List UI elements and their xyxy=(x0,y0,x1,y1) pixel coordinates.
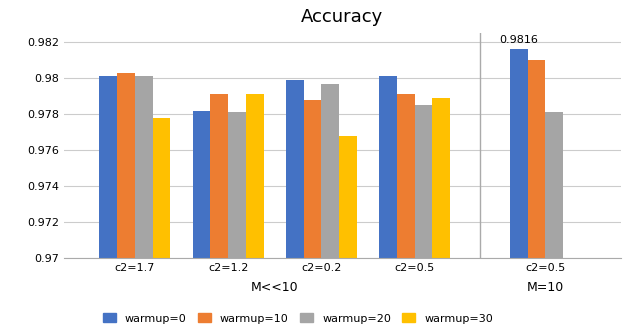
Bar xyxy=(415,105,433,331)
Bar xyxy=(527,60,545,331)
Bar xyxy=(193,111,211,331)
Text: M=10: M=10 xyxy=(527,281,564,294)
Bar xyxy=(304,100,321,331)
Bar xyxy=(117,73,135,331)
Bar xyxy=(321,83,339,331)
Legend: warmup=0, warmup=10, warmup=20, warmup=30: warmup=0, warmup=10, warmup=20, warmup=3… xyxy=(102,313,493,324)
Bar xyxy=(433,98,450,331)
Title: Accuracy: Accuracy xyxy=(301,8,383,26)
Bar xyxy=(152,118,170,331)
Text: 0.9816: 0.9816 xyxy=(499,35,538,45)
Bar xyxy=(99,76,117,331)
Bar xyxy=(339,136,357,331)
Bar xyxy=(135,76,152,331)
Bar xyxy=(510,49,527,331)
Bar xyxy=(211,94,228,331)
Bar xyxy=(286,80,304,331)
Text: M<<10: M<<10 xyxy=(251,281,299,294)
Bar xyxy=(380,76,397,331)
Bar xyxy=(397,94,415,331)
Bar xyxy=(228,112,246,331)
Bar xyxy=(246,94,264,331)
Bar xyxy=(545,112,563,331)
